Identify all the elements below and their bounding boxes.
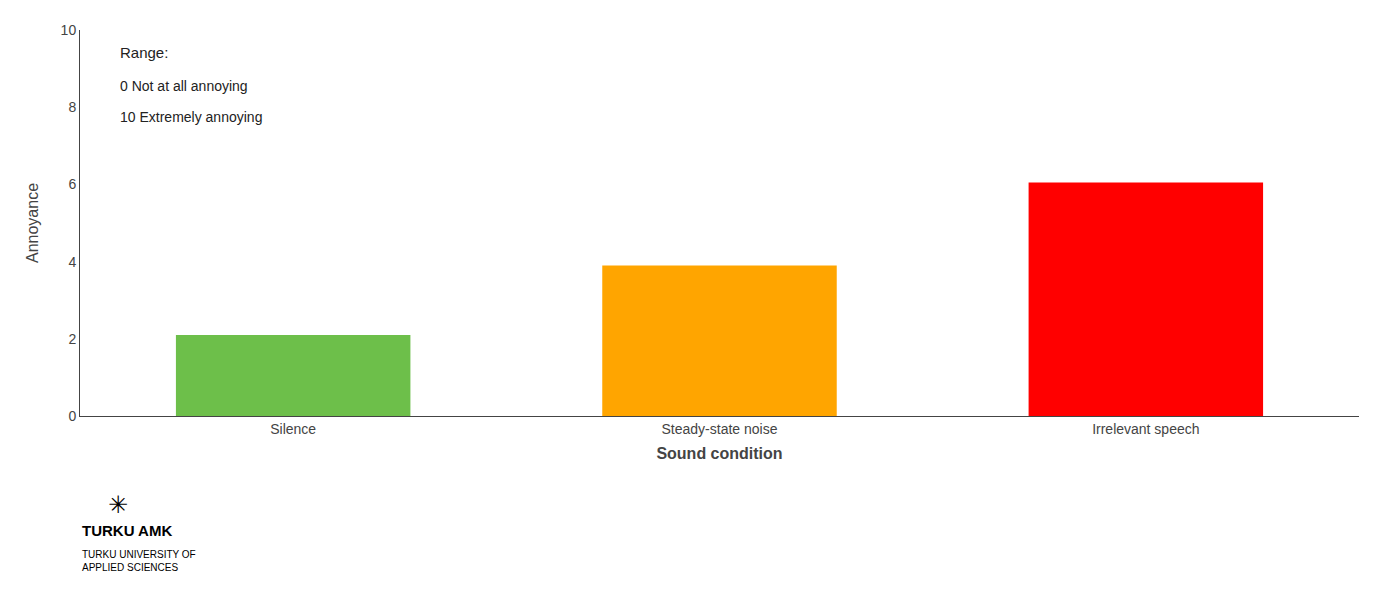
svg-text:Sound condition: Sound condition <box>656 445 782 462</box>
svg-text:✳: ✳ <box>108 491 128 518</box>
svg-text:0: 0 <box>68 408 76 424</box>
svg-text:10 Extremely annoying: 10 Extremely annoying <box>120 109 262 125</box>
svg-text:6: 6 <box>68 176 76 192</box>
svg-text:Irrelevant speech: Irrelevant speech <box>1092 421 1199 437</box>
svg-text:0 Not at all annoying: 0 Not at all annoying <box>120 78 248 94</box>
svg-text:Range:: Range: <box>120 44 168 61</box>
svg-text:TURKU UNIVERSITY OFAPPLIED SCI: TURKU UNIVERSITY OFAPPLIED SCIENCES <box>82 549 196 573</box>
svg-text:10: 10 <box>61 22 77 38</box>
svg-text:2: 2 <box>68 331 76 347</box>
svg-text:8: 8 <box>68 99 76 115</box>
svg-text:Annoyance: Annoyance <box>24 183 41 263</box>
svg-text:TURKU AMK: TURKU AMK <box>82 522 172 539</box>
svg-text:4: 4 <box>68 254 76 270</box>
svg-text:Silence: Silence <box>270 421 316 437</box>
svg-text:Steady-state noise: Steady-state noise <box>662 421 778 437</box>
